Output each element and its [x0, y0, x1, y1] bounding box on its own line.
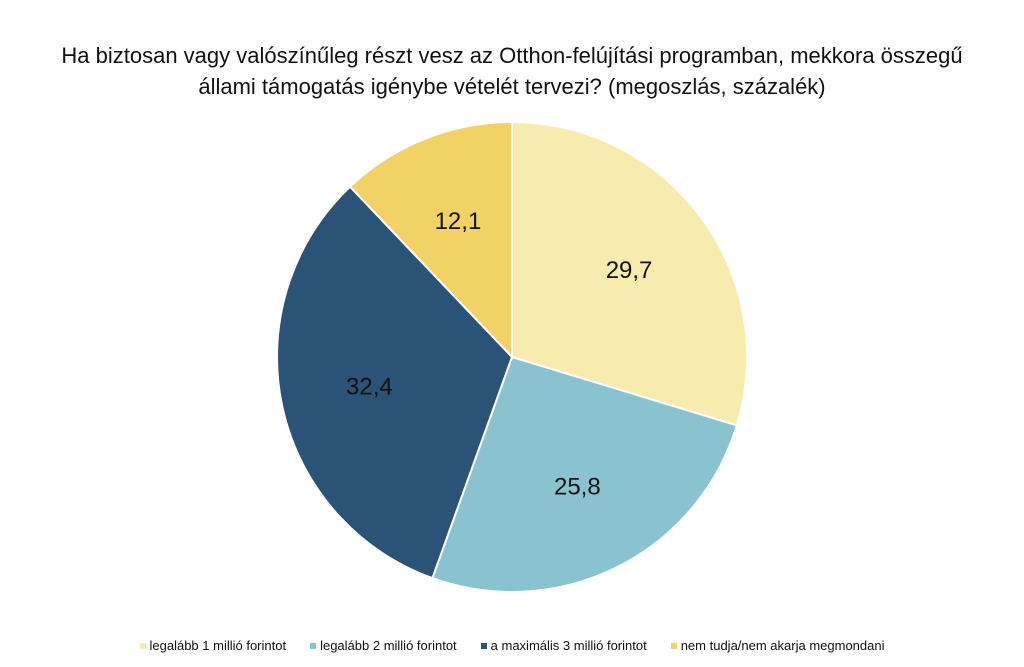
legend-item-3: a maximális 3 millió forintot: [480, 638, 647, 654]
pie-slice-3: [276, 185, 514, 580]
pie-slice-4: [348, 120, 513, 360]
slice-value-label-1: 29,7: [606, 257, 653, 284]
legend-swatch-3: [480, 643, 487, 649]
legend-swatch-4: [670, 643, 677, 649]
chart-title-line-1: Ha biztosan vagy valószínűleg részt vesz…: [61, 43, 963, 68]
legend-label-3: a maximális 3 millió forintot: [490, 638, 647, 653]
legend-item-1: legalább 1 millió forintot: [139, 638, 287, 654]
pie-slice-1: [511, 120, 748, 427]
slice-value-label-3: 32,4: [346, 373, 393, 400]
chart-title-line-2: állami támogatás igénybe vételét tervezi…: [198, 74, 826, 99]
chart-title: Ha biztosan vagy valószínűleg részt vesz…: [0, 40, 1024, 102]
legend-label-4: nem tudja/nem akarja megmondani: [680, 638, 885, 653]
legend-label-2: legalább 2 millió forintot: [320, 638, 457, 653]
legend-swatch-1: [139, 643, 146, 649]
legend-swatch-2: [310, 643, 317, 649]
legend-item-2: legalább 2 millió forintot: [310, 638, 457, 654]
pie-slice-2: [431, 355, 739, 593]
slice-value-label-4: 12,1: [435, 208, 482, 235]
legend-label-1: legalább 1 millió forintot: [149, 638, 287, 653]
slice-value-label-2: 25,8: [554, 474, 601, 501]
legend-item-4: nem tudja/nem akarja megmondani: [670, 638, 885, 654]
legend: legalább 1 millió forintot legalább 2 mi…: [0, 638, 1024, 654]
